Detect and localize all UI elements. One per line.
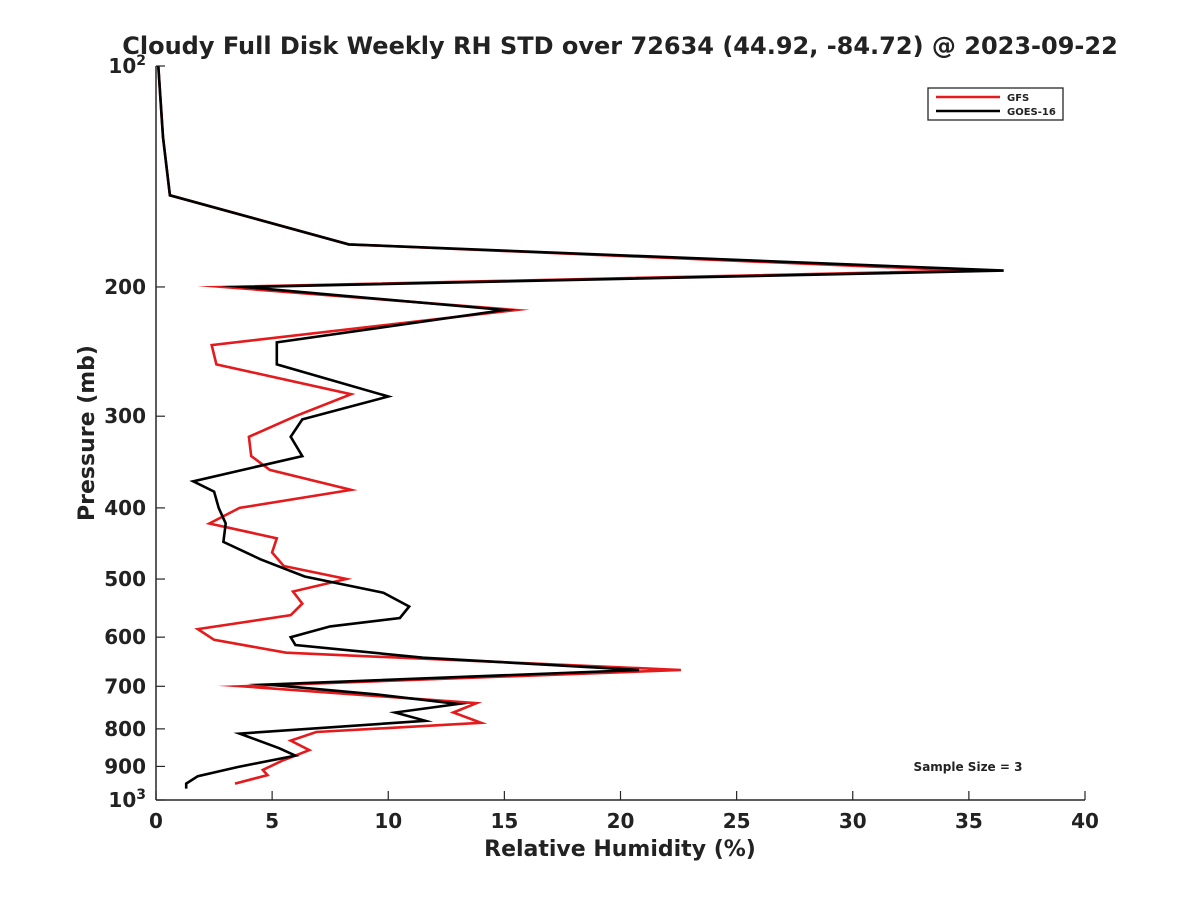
y-tick-label: 700 bbox=[104, 674, 146, 698]
y-tick-label: 800 bbox=[104, 717, 146, 741]
y-tick-label: 600 bbox=[104, 625, 146, 649]
y-tick-label: 400 bbox=[104, 496, 146, 520]
x-axis-ticks: 0 5 10 15 20 25 30 35 40 bbox=[149, 791, 1099, 833]
legend: GFS GOES-16 bbox=[927, 87, 1064, 121]
x-tick-label: 35 bbox=[955, 809, 983, 833]
series-line-1 bbox=[157, 65, 1004, 789]
series-layer bbox=[157, 65, 1004, 789]
y-tick-label: 200 bbox=[104, 275, 146, 299]
y-tick-label: 300 bbox=[104, 404, 146, 428]
x-tick-label: 40 bbox=[1071, 809, 1099, 833]
series-line-0 bbox=[157, 65, 969, 785]
x-tick-label: 20 bbox=[607, 809, 635, 833]
x-tick-label: 25 bbox=[723, 809, 751, 833]
chart-title: Cloudy Full Disk Weekly RH STD over 7263… bbox=[122, 32, 1118, 60]
y-tick-label: 500 bbox=[104, 567, 146, 591]
legend-label-1: GOES-16 bbox=[1007, 107, 1056, 118]
legend-label-0: GFS bbox=[1007, 93, 1029, 104]
x-tick-label: 30 bbox=[839, 809, 867, 833]
x-tick-label: 5 bbox=[265, 809, 279, 833]
x-tick-label: 15 bbox=[490, 809, 518, 833]
y-tick-label: 102 bbox=[108, 53, 146, 78]
y-tick-label: 900 bbox=[104, 754, 146, 778]
x-tick-label: 10 bbox=[374, 809, 402, 833]
y-axis-label: Pressure (mb) bbox=[75, 345, 100, 521]
sample-size-annotation: Sample Size = 3 bbox=[914, 760, 1023, 774]
legend-box bbox=[927, 87, 1064, 121]
x-tick-label: 0 bbox=[149, 809, 163, 833]
y-axis-ticks: 102 200 300 400 500 600 700 800 900 103 bbox=[104, 53, 165, 812]
x-axis-label: Relative Humidity (%) bbox=[484, 837, 756, 862]
y-tick-label: 103 bbox=[108, 787, 146, 812]
